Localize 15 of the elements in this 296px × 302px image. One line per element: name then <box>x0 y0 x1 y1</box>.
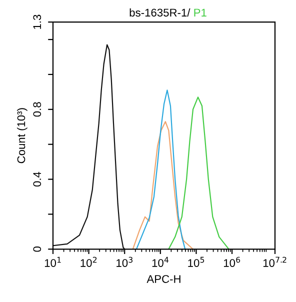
y-tick-label: 0 <box>33 246 42 252</box>
x-tick-label: 10$^{1}$ <box>44 256 61 267</box>
y-tick-label: 0.8 <box>33 102 42 117</box>
y-tick-label: 1.3 <box>33 14 42 29</box>
y-axis-title: Count (10³) <box>16 108 28 164</box>
x-tick-label: 10$^{6}$ <box>224 256 240 267</box>
x-tick-label: 10$^{2}$ <box>80 256 97 267</box>
x-tick-label: 10$^{5}$ <box>188 256 204 267</box>
x-axis-title: APC-H <box>146 275 180 283</box>
chart-title: bs-1635R-1/ <box>130 8 190 17</box>
text: P1 <box>194 8 206 16</box>
y-tick-label: 0.4 <box>33 172 42 187</box>
x-tick-label: 10$^{3}$ <box>116 256 132 267</box>
x-tick-label: 10$^{7.2}$ <box>263 256 286 267</box>
x-tick-label: 10$^{4}$ <box>152 256 168 267</box>
